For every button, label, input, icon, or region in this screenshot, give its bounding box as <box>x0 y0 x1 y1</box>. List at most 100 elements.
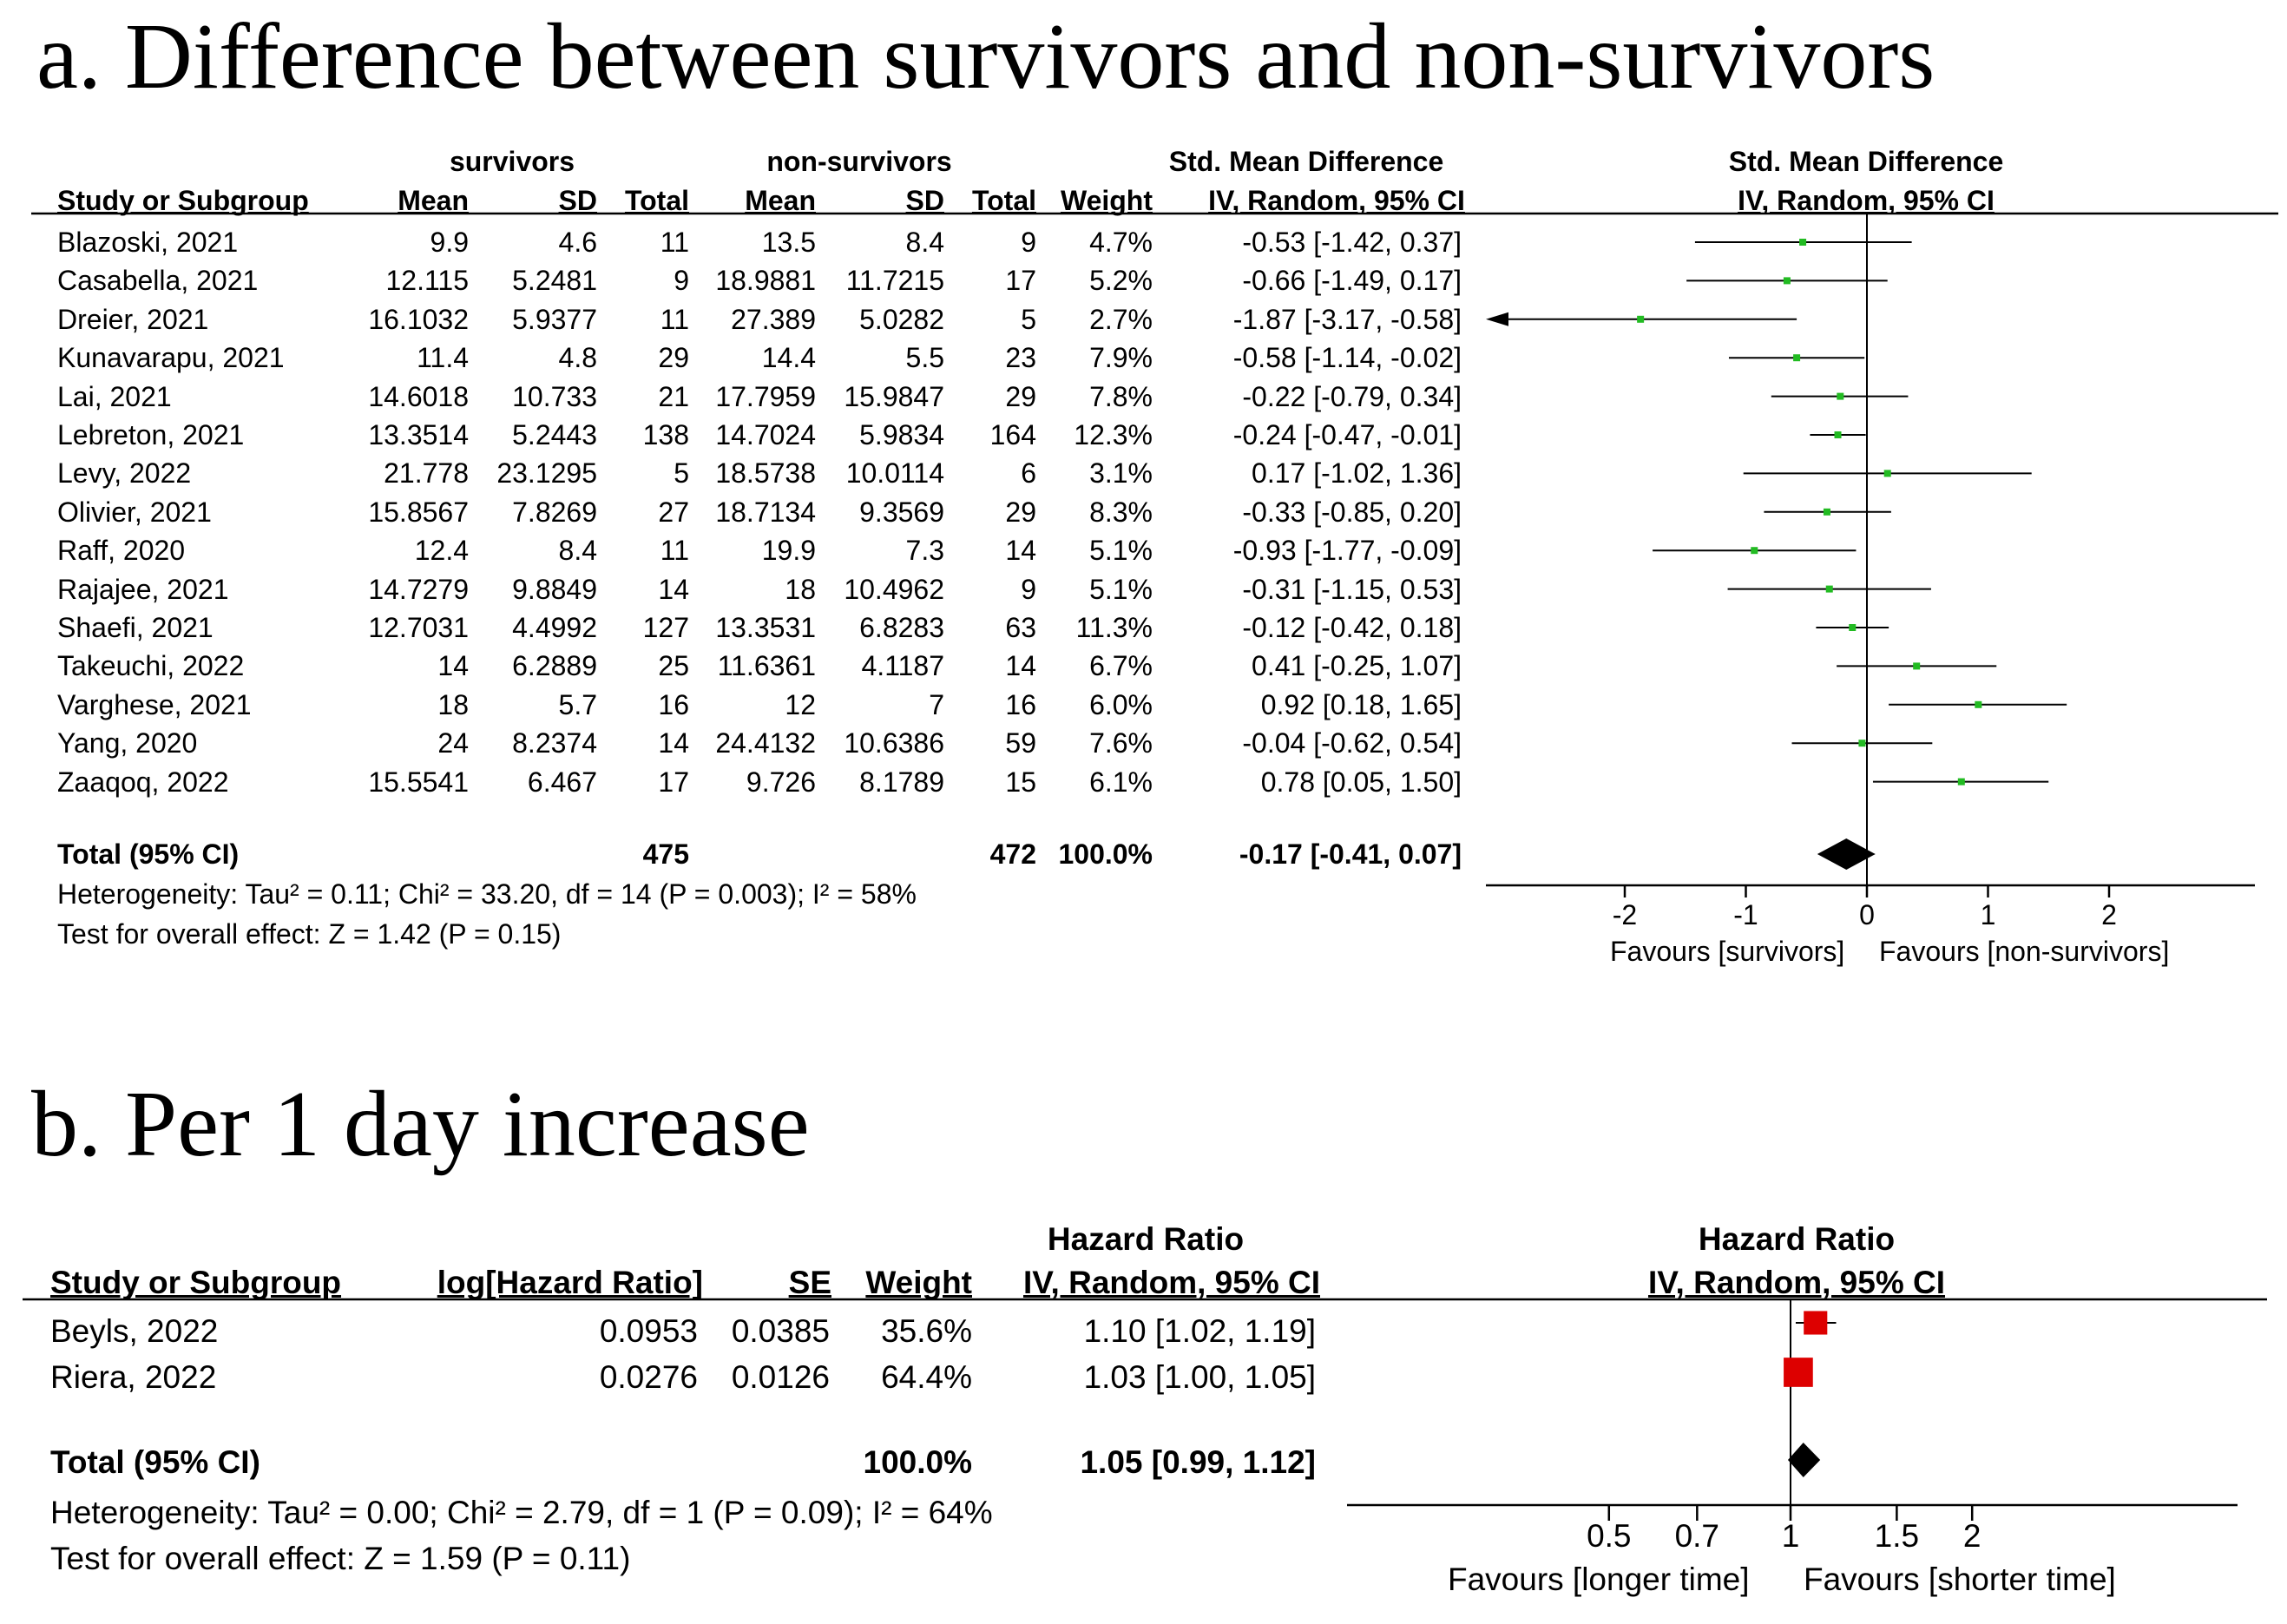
sd-nonsurvivors: 10.4962 <box>844 573 944 605</box>
mean-survivors: 15.5541 <box>368 766 469 798</box>
point-estimate <box>1825 585 1833 593</box>
total-nonsurvivors: 23 <box>1005 342 1036 374</box>
favours-right-a: Favours [non-survivors] <box>1879 936 2170 967</box>
mean-survivors: 13.3514 <box>368 419 469 450</box>
point-estimate <box>1849 624 1857 631</box>
log-hazard-ratio: 0.0953 <box>599 1313 698 1349</box>
col-ci-header-b-left: IV, Random, 95% CI <box>1022 1265 1320 1300</box>
study-ci-text: 0.17 [-1.02, 1.36] <box>1252 457 1462 490</box>
study-name: Casabella, 2021 <box>57 265 259 297</box>
sd-survivors: 23.1295 <box>496 457 597 490</box>
point-estimate <box>1837 392 1844 400</box>
total-survivors: 16 <box>658 688 689 720</box>
sd-survivors: 8.2374 <box>512 727 597 759</box>
study-weight: 6.7% <box>1089 650 1153 682</box>
x-tick-label-b: 1.5 <box>1874 1518 1920 1554</box>
total-nonsurvivors: 164 <box>989 419 1036 450</box>
study-ci-text: -0.33 [-0.85, 0.20] <box>1242 496 1462 528</box>
study-weight: 64.4% <box>881 1359 972 1395</box>
total-nonsurvivors: 59 <box>1005 727 1036 759</box>
mean-survivors: 9.9 <box>430 227 469 258</box>
point-estimate <box>1913 662 1921 670</box>
standard-error: 0.0126 <box>731 1359 830 1395</box>
sd-nonsurvivors: 7.3 <box>905 535 944 567</box>
study-name: Lebreton, 2021 <box>57 419 245 450</box>
mean-survivors: 12.115 <box>385 265 470 297</box>
study-name: Kunavarapu, 2021 <box>57 342 285 374</box>
col-se-header: SE <box>788 1265 831 1300</box>
study-ci-text: -0.04 [-0.62, 0.54] <box>1242 727 1462 759</box>
hr-header-right: Hazard Ratio <box>1698 1221 1896 1257</box>
point-estimate <box>1783 277 1791 285</box>
mean-survivors: 14.6018 <box>368 380 469 412</box>
point-estimate <box>1751 547 1758 555</box>
study-name: Varghese, 2021 <box>57 688 252 720</box>
study-name: Raff, 2020 <box>57 535 186 567</box>
mean-nonsurvivors: 19.9 <box>761 535 816 567</box>
point-estimate <box>1858 740 1866 747</box>
study-ci-text: -0.24 [-0.47, -0.01] <box>1232 419 1462 450</box>
study-ci-text: -0.66 [-1.49, 0.17] <box>1242 265 1462 297</box>
total-label-b: Total (95% CI) <box>50 1444 260 1480</box>
sd-survivors: 4.6 <box>558 227 597 258</box>
mean-survivors: 18 <box>437 688 469 720</box>
total-nonsurvivors: 14 <box>1005 650 1036 682</box>
study-name: Takeuchi, 2022 <box>57 650 245 682</box>
total-nonsurvivors: 6 <box>1021 457 1036 490</box>
study-weight: 6.1% <box>1089 766 1153 798</box>
sd-nonsurvivors: 9.3569 <box>859 496 944 528</box>
sd-survivors: 5.9377 <box>512 303 597 335</box>
point-estimate <box>1834 431 1842 438</box>
sd-survivors: 5.2443 <box>512 419 597 450</box>
study-weight: 3.1% <box>1089 457 1153 490</box>
sd-nonsurvivors: 5.5 <box>905 342 944 374</box>
point-estimate <box>1957 778 1965 786</box>
total-survivors: 14 <box>658 573 689 605</box>
study-weight: 6.0% <box>1089 688 1153 720</box>
study-ci-text: -0.93 [-1.77, -0.09] <box>1232 535 1462 567</box>
study-name: Yang, 2020 <box>57 727 198 759</box>
col-ci-header-left: IV, Random, 95% CI <box>1208 185 1465 216</box>
x-tick-label-b: 0.5 <box>1587 1518 1632 1554</box>
panel-a-title: a. Difference between survivors and non-… <box>36 5 1935 108</box>
mean-nonsurvivors: 18 <box>785 573 816 605</box>
study-weight: 7.6% <box>1089 727 1153 759</box>
sd-survivors: 4.8 <box>558 342 597 374</box>
study-name: Blazoski, 2021 <box>57 227 239 258</box>
pooled-diamond-a <box>1817 838 1876 870</box>
study-name: Dreier, 2021 <box>57 303 209 335</box>
total-ci-b: 1.05 [0.99, 1.12] <box>1080 1444 1316 1480</box>
total-nonsurvivors: 63 <box>1005 612 1036 643</box>
total-survivors: 21 <box>658 380 689 412</box>
study-weight: 12.3% <box>1074 419 1153 450</box>
mean-nonsurvivors: 9.726 <box>746 766 816 798</box>
study-ci-text: 1.03 [1.00, 1.05] <box>1083 1359 1316 1395</box>
study-weight: 8.3% <box>1089 496 1153 528</box>
total-survivors: 11 <box>660 535 689 567</box>
standard-error: 0.0385 <box>731 1313 830 1349</box>
col-sd2-header: SD <box>905 185 944 216</box>
mean-survivors: 12.7031 <box>368 612 469 643</box>
mean-nonsurvivors: 14.4 <box>761 342 816 374</box>
col-weight-header-b: Weight <box>865 1265 972 1300</box>
x-tick-label-a: -1 <box>1733 899 1758 930</box>
study-ci-text: -0.53 [-1.42, 0.37] <box>1242 227 1462 258</box>
study-ci-text: 0.78 [0.05, 1.50] <box>1260 766 1462 798</box>
total-survivors: 127 <box>642 612 689 643</box>
point-estimate <box>1883 470 1891 477</box>
heterogeneity-a: Heterogeneity: Tau² = 0.11; Chi² = 33.20… <box>57 878 917 910</box>
sd-nonsurvivors: 10.0114 <box>845 457 944 490</box>
sd-nonsurvivors: 5.0282 <box>859 303 944 335</box>
x-tick-label-a: 2 <box>2101 899 2117 930</box>
col-total1-header: Total <box>624 185 689 216</box>
study-weight: 35.6% <box>881 1313 972 1349</box>
sd-survivors: 10.733 <box>512 380 597 412</box>
total-nonsurvivors: 15 <box>1005 766 1036 798</box>
total-nonsurvivors: 17 <box>1005 265 1036 297</box>
mean-nonsurvivors: 18.5738 <box>715 457 816 490</box>
overall-test-a: Test for overall effect: Z = 1.42 (P = 0… <box>57 918 562 950</box>
col-sd1-header: SD <box>558 185 597 216</box>
sd-survivors: 9.8849 <box>512 573 597 605</box>
mean-nonsurvivors: 11.6361 <box>717 650 816 682</box>
